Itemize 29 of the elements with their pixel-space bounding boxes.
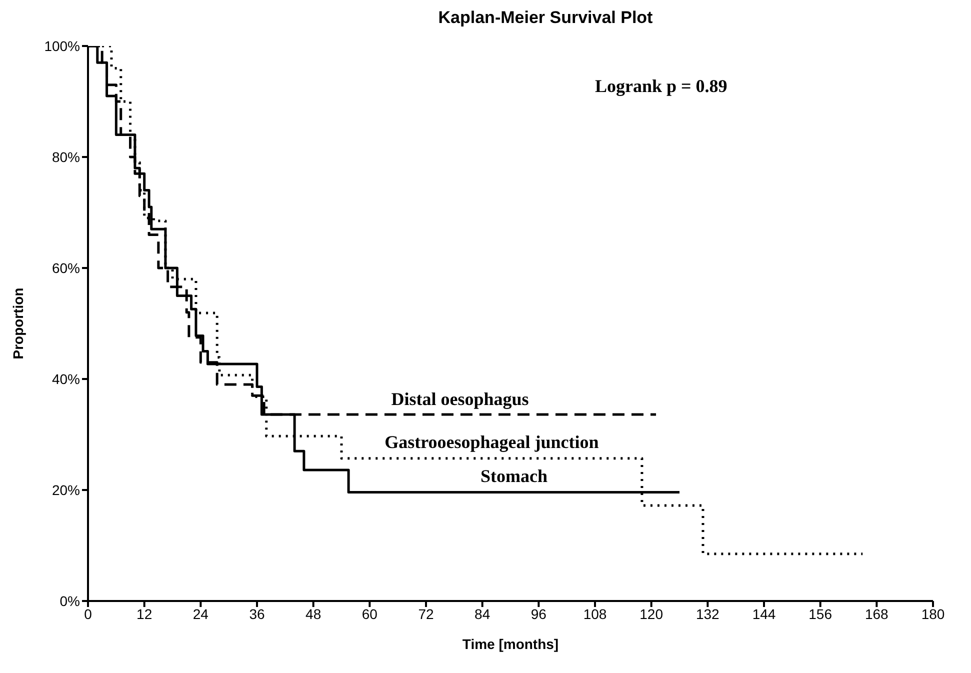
y-tick-label: 40% (52, 370, 80, 387)
x-tick-label: 48 (306, 606, 322, 622)
y-tick-label: 0% (60, 592, 80, 609)
x-tick-label: 0 (84, 606, 92, 622)
x-tick-label: 24 (192, 606, 209, 622)
series-label: Gastrooesophageal junction (384, 432, 599, 454)
y-tick-label: 20% (52, 482, 80, 498)
x-tick-label: 168 (864, 606, 889, 622)
series-label: Stomach (480, 466, 548, 488)
x-tick-label: 180 (921, 606, 945, 622)
annotation: Logrank p = 0.89 (595, 76, 728, 97)
x-tick-label: 72 (418, 606, 434, 622)
chart-title: Kaplan-Meier Survival Plot (437, 8, 654, 29)
x-tick-label: 144 (752, 606, 776, 622)
y-tick-label: 100% (44, 38, 80, 54)
y-tick-label: 80% (52, 148, 80, 165)
x-tick-label: 96 (530, 606, 547, 622)
x-axis-title: Time [months] (462, 636, 559, 652)
series-label: Distal oesophagus (391, 388, 529, 410)
x-tick-label: 108 (583, 606, 607, 622)
x-tick-label: 60 (362, 606, 378, 622)
x-tick-label: 12 (136, 606, 152, 622)
x-tick-label: 120 (640, 606, 664, 622)
x-tick-label: 132 (696, 606, 720, 622)
x-tick-label: 36 (249, 606, 265, 622)
x-tick-label: 156 (808, 606, 832, 622)
y-axis-title: Proportion (10, 288, 26, 360)
x-tick-label: 84 (474, 606, 490, 622)
y-tick-label: 60% (52, 260, 80, 276)
